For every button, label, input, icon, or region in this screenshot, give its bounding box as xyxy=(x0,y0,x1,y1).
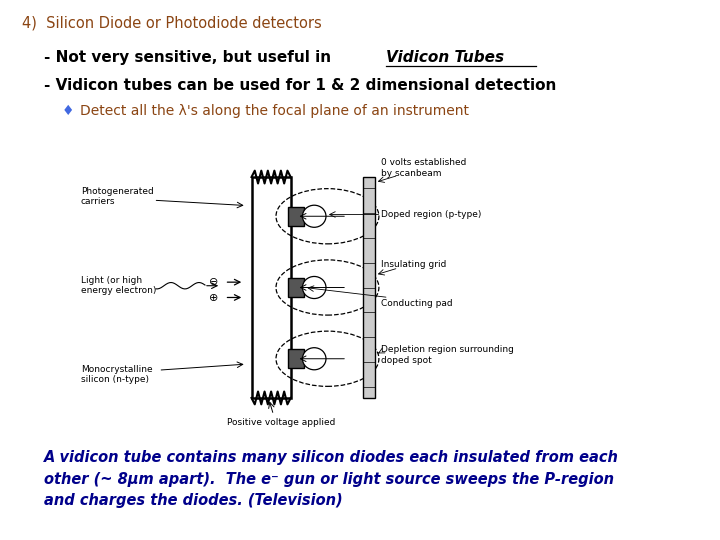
Text: 4)  Silicon Diode or Photodiode detectors: 4) Silicon Diode or Photodiode detectors xyxy=(22,16,322,31)
Text: - Vidicon tubes can be used for 1 & 2 dimensional detection: - Vidicon tubes can be used for 1 & 2 di… xyxy=(44,78,557,93)
Polygon shape xyxy=(251,177,291,398)
Text: Doped region (p-type): Doped region (p-type) xyxy=(382,210,482,219)
Bar xyxy=(363,177,375,398)
Text: Vidicon Tubes: Vidicon Tubes xyxy=(386,50,504,65)
Text: 0 volts established
by scanbeam: 0 volts established by scanbeam xyxy=(382,158,467,178)
Text: $\oplus$: $\oplus$ xyxy=(208,292,218,303)
Bar xyxy=(288,278,304,297)
Text: A vidicon tube contains many silicon diodes each insulated from each
other (~ 8μ: A vidicon tube contains many silicon dio… xyxy=(44,450,619,508)
Text: Depletion region surrounding
doped spot: Depletion region surrounding doped spot xyxy=(382,346,514,365)
Text: Detect all the λ's along the focal plane of an instrument: Detect all the λ's along the focal plane… xyxy=(80,104,469,118)
Text: Insulating grid: Insulating grid xyxy=(382,260,446,269)
Ellipse shape xyxy=(302,205,326,227)
Text: $\ominus$: $\ominus$ xyxy=(208,275,218,287)
Text: Conducting pad: Conducting pad xyxy=(382,299,453,308)
Text: Photogenerated
carriers: Photogenerated carriers xyxy=(81,187,154,206)
Ellipse shape xyxy=(302,276,326,299)
Text: Light (or high
energy electron): Light (or high energy electron) xyxy=(81,276,156,295)
Text: - Not very sensitive, but useful in: - Not very sensitive, but useful in xyxy=(44,50,336,65)
Text: ♦: ♦ xyxy=(62,104,74,118)
Bar xyxy=(288,207,304,226)
Ellipse shape xyxy=(302,348,326,370)
Text: Monocrystalline
silicon (n-type): Monocrystalline silicon (n-type) xyxy=(81,365,153,384)
Text: Positive voltage applied: Positive voltage applied xyxy=(227,417,335,427)
Bar xyxy=(288,349,304,368)
